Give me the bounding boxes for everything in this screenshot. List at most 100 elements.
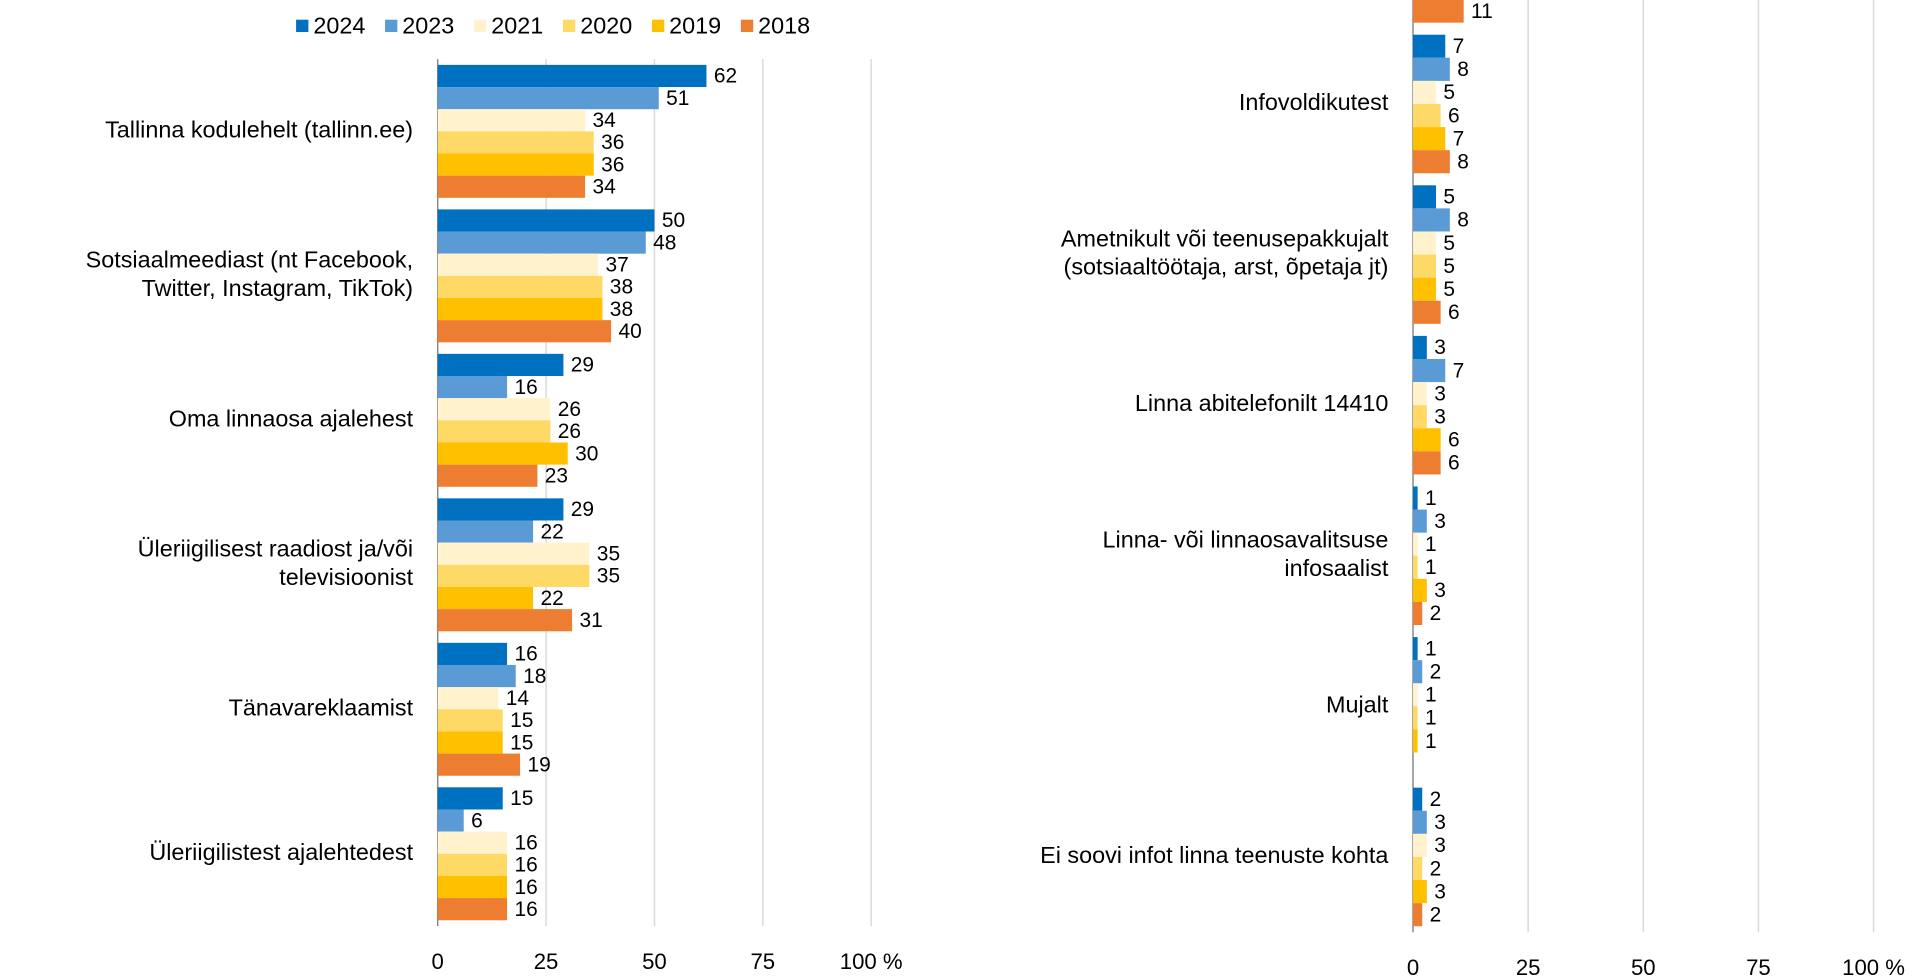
bar [1413, 185, 1437, 209]
bar [437, 875, 508, 899]
legend-label: 2024 [313, 12, 365, 38]
value-label: 51 [666, 87, 689, 110]
category-label: Oma linnaosa ajalehest [169, 405, 414, 431]
bar [1413, 382, 1427, 406]
category-label: Tallinna kodulehelt (tallinn.ee) [105, 117, 413, 143]
category-label: Ametnikult või teenusepakkujalt (sotsiaal… [1061, 226, 1389, 280]
bar [437, 131, 594, 154]
bar [1413, 555, 1418, 579]
value-label: 3 [1434, 579, 1446, 602]
value-label: 19 [527, 753, 550, 776]
value-label: 1 [1425, 487, 1437, 510]
legend-swatch [740, 19, 754, 33]
bar [437, 664, 516, 688]
value-label: 3 [1434, 880, 1446, 903]
category-label: Üleriigilisest raadiost ja/või televisioo… [138, 536, 414, 590]
category-label: Tänavareklaamist [229, 694, 414, 720]
bar [437, 275, 603, 298]
bar [437, 609, 573, 632]
bar [1413, 880, 1427, 904]
value-label: 23 [545, 464, 568, 487]
bar [1413, 486, 1418, 510]
bar [437, 898, 508, 921]
value-label: 6 [1448, 452, 1460, 475]
value-label: 16 [514, 376, 537, 399]
bar [1413, 637, 1418, 661]
legend-label: 2019 [669, 12, 721, 38]
value-label: 29 [571, 354, 594, 377]
bar [437, 709, 503, 732]
value-label: 2 [1430, 903, 1442, 926]
value-label: 2 [1430, 660, 1442, 683]
value-label: 22 [540, 520, 563, 543]
value-label: 1 [1425, 533, 1437, 556]
value-label: 1 [1425, 707, 1437, 730]
value-label: 1 [1425, 556, 1437, 579]
legend-label: 2021 [491, 12, 543, 38]
bar [437, 809, 464, 832]
value-label: 3 [1434, 405, 1446, 428]
value-label: 5 [1443, 232, 1455, 255]
category-label: Linna abitelefonilt 14410 [1135, 390, 1388, 416]
bar [437, 320, 612, 343]
value-label: 16 [514, 876, 537, 899]
bar [437, 787, 503, 810]
value-label: 38 [610, 276, 633, 299]
bar [1413, 231, 1437, 255]
x-tick-label: 25 [1516, 955, 1541, 979]
category-label: Linna- või linnaosavalitsuse infosaalist [1103, 527, 1389, 581]
value-label: 36 [601, 153, 624, 176]
bar [1413, 428, 1441, 452]
bar [437, 398, 551, 421]
value-label: 62 [714, 65, 737, 88]
value-label: 5 [1443, 278, 1455, 301]
value-label: 35 [597, 565, 620, 588]
bar [1413, 80, 1437, 104]
bar [1413, 300, 1441, 324]
value-label: 6 [471, 809, 483, 832]
value-label: 40 [618, 320, 641, 343]
value-label: 11 [1471, 0, 1493, 23]
value-label: 26 [558, 398, 581, 421]
category-label: Ei soovi infot linna teenuste kohta [1040, 842, 1388, 868]
category-label: Infovoldikutest [1239, 89, 1389, 115]
bar [437, 831, 508, 854]
value-label: 6 [1448, 301, 1460, 324]
bar [1413, 103, 1441, 128]
bar [437, 642, 508, 665]
value-label: 34 [592, 109, 616, 132]
value-label: 6 [1448, 104, 1460, 127]
bar [1413, 405, 1427, 429]
value-label: 34 [592, 176, 616, 199]
bar [1413, 208, 1450, 232]
bar [1413, 787, 1423, 811]
value-label: 30 [575, 442, 598, 465]
bar [437, 353, 564, 377]
x-tick-label: 75 [1746, 955, 1771, 979]
value-label: 3 [1434, 811, 1446, 834]
bar [437, 175, 586, 198]
value-label: 16 [514, 854, 537, 877]
x-tick-label: 100 % [840, 949, 903, 974]
value-label: 14 [506, 687, 530, 710]
x-tick-label: 50 [1631, 955, 1656, 979]
bar [1413, 358, 1446, 383]
bar [437, 542, 590, 565]
value-label: 1 [1425, 730, 1437, 753]
bar [1413, 706, 1418, 730]
bar [1413, 856, 1423, 881]
value-label: 8 [1457, 58, 1469, 81]
value-label: 22 [540, 587, 563, 610]
bar [437, 442, 568, 465]
value-label: 5 [1443, 81, 1455, 104]
bar [1413, 683, 1418, 707]
value-label: 7 [1453, 127, 1465, 150]
bar [1413, 509, 1427, 533]
bar [437, 376, 508, 399]
value-label: 37 [605, 254, 628, 277]
bar [1413, 660, 1423, 684]
value-label: 50 [662, 209, 685, 232]
value-label: 35 [597, 542, 620, 565]
